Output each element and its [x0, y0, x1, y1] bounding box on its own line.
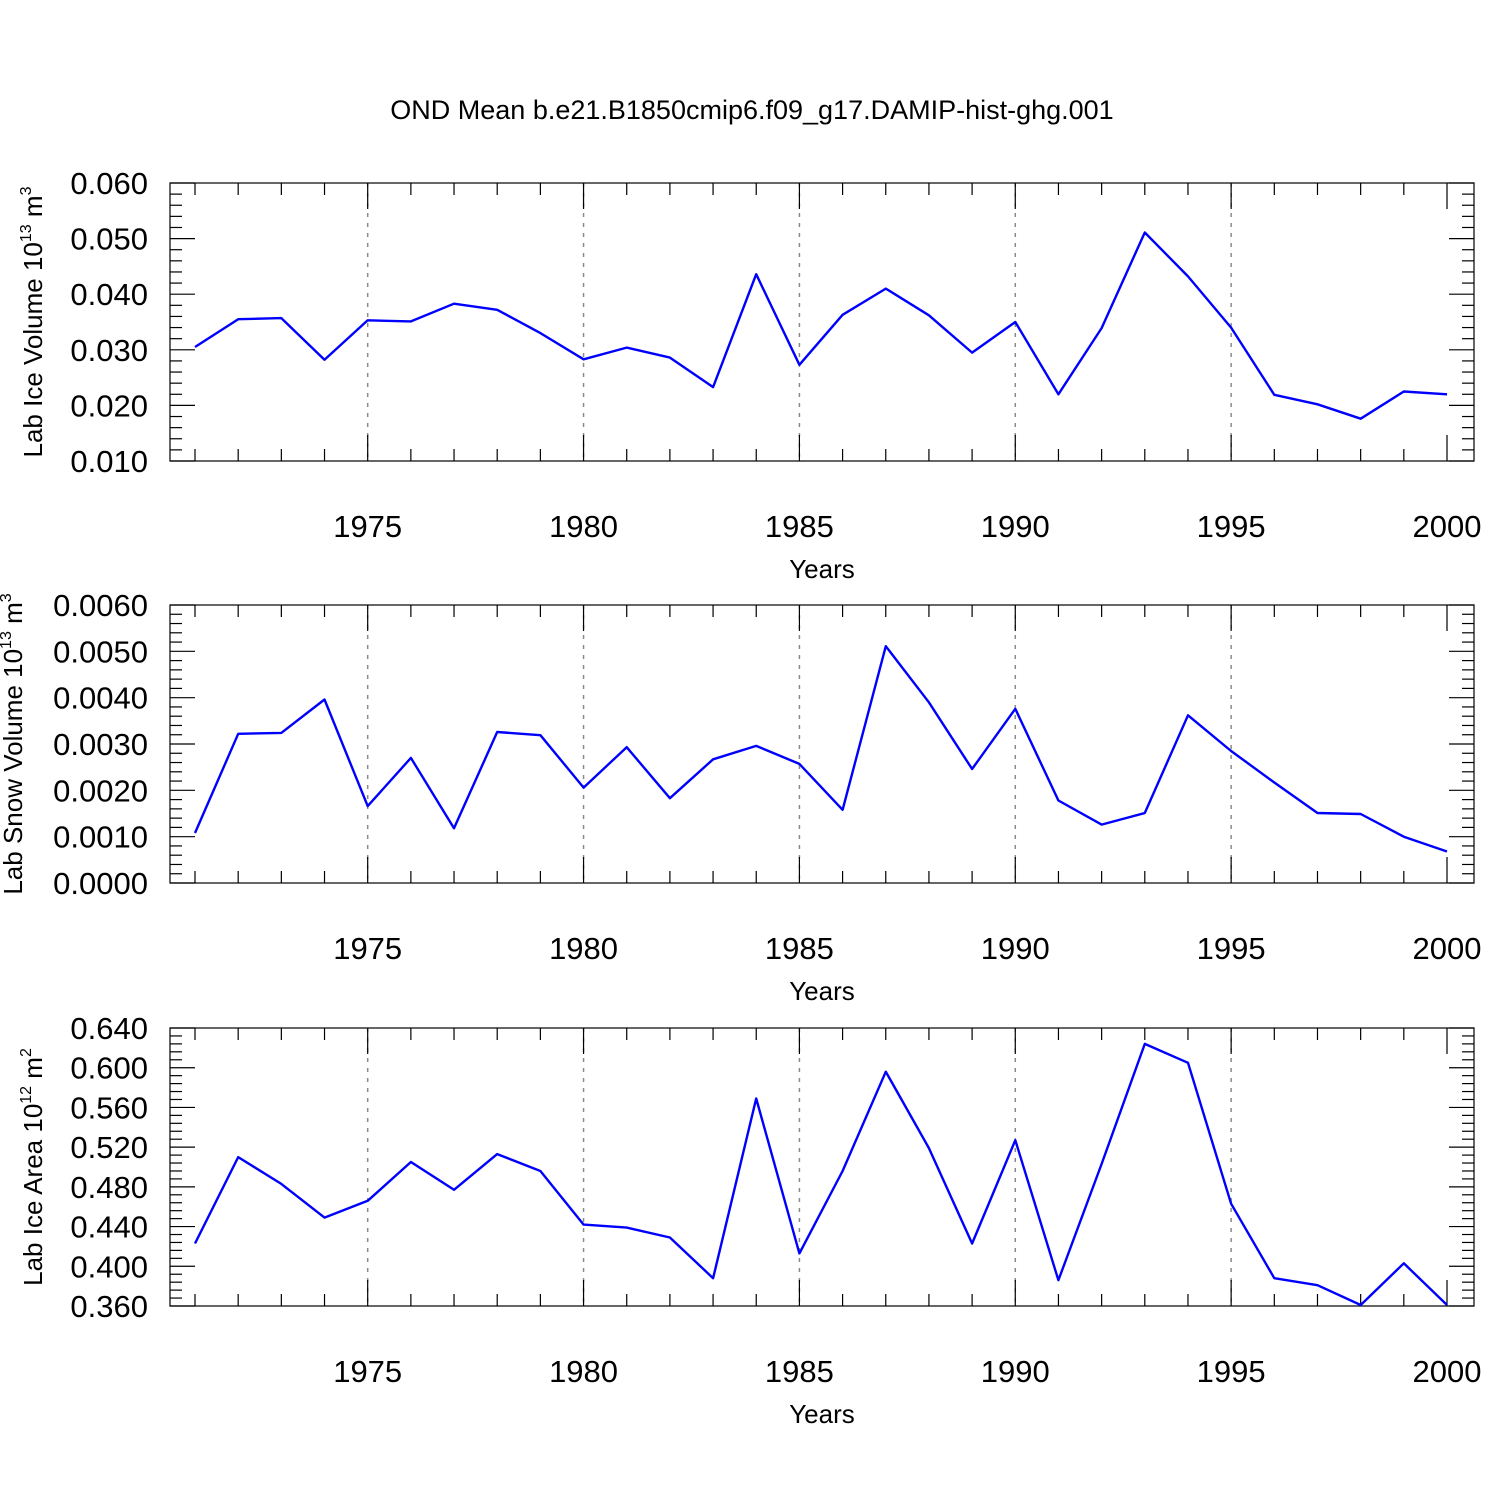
x-tick-label: 1990 — [981, 509, 1050, 544]
y-tick-label: 0.0000 — [53, 866, 148, 901]
x-axis-label: Years — [789, 554, 855, 584]
y-axis-label-unit-exp: 3 — [0, 593, 15, 602]
y-tick-label: 0.640 — [70, 1011, 148, 1046]
plot-frame — [169, 182, 1475, 462]
y-tick-label: 0.0040 — [53, 681, 148, 716]
x-tick-label: 1990 — [981, 1354, 1050, 1389]
panel-lab-ice-volume: 0.010 0.020 0.030 0.040 0.050 0.060 1975 1980 19… — [18, 166, 1481, 584]
chart-title: OND Mean b.e21.B1850cmip6.f09_g17.DAMIP-… — [390, 95, 1113, 125]
y-axis-label-unit: m — [18, 1057, 48, 1086]
x-tick-label: 2000 — [1413, 1354, 1482, 1389]
x-tick-label: 1980 — [549, 509, 618, 544]
x-tick-label: 1995 — [1197, 931, 1266, 966]
y-tick-label: 0.560 — [70, 1090, 148, 1125]
y-tick-label: 0.0020 — [53, 773, 148, 808]
x-tick-label: 1990 — [981, 931, 1050, 966]
x-tick-label: 1975 — [333, 1354, 402, 1389]
y-axis-label-unit-exp: 3 — [18, 186, 35, 195]
plot-frame — [169, 1027, 1475, 1307]
y-tick-label: 0.400 — [70, 1249, 148, 1284]
y-axis-label: Lab Ice Area 1012 m2 — [18, 1048, 48, 1286]
y-tick-label: 0.520 — [70, 1130, 148, 1165]
y-axis-label: Lab Snow Volume 1013 m3 — [0, 593, 28, 894]
y-axis-label-exp: 13 — [18, 224, 35, 242]
y-tick-label: 0.0030 — [53, 727, 148, 762]
x-tick-label: 1985 — [765, 509, 834, 544]
y-tick-label: 0.0060 — [53, 588, 148, 623]
x-tick-label: 1980 — [549, 931, 618, 966]
x-axis-label: Years — [789, 1399, 855, 1429]
y-tick-label: 0.020 — [70, 388, 148, 423]
y-axis-label-text: Lab Ice Volume 10 — [18, 242, 48, 457]
y-axis-label-exp: 12 — [18, 1086, 35, 1104]
y-tick-label: 0.030 — [70, 333, 148, 368]
x-tick-label: 1985 — [765, 931, 834, 966]
y-tick-label: 0.360 — [70, 1289, 148, 1324]
x-tick-label: 1995 — [1197, 1354, 1266, 1389]
series-line — [193, 645, 1448, 853]
y-tick-label: 0.060 — [70, 166, 148, 201]
y-tick-label: 0.440 — [70, 1210, 148, 1245]
x-axis-label: Years — [789, 976, 855, 1006]
x-tick-label: 1975 — [333, 509, 402, 544]
y-tick-label: 0.050 — [70, 222, 148, 257]
y-axis-label-exp: 13 — [0, 631, 15, 649]
x-tick-label: 2000 — [1413, 509, 1482, 544]
y-axis-label-unit-exp: 2 — [18, 1048, 35, 1057]
y-axis-label-unit: m — [18, 195, 48, 224]
y-tick-label: 0.040 — [70, 277, 148, 312]
y-tick-label: 0.0050 — [53, 634, 148, 669]
x-tick-label: 1995 — [1197, 509, 1266, 544]
y-tick-label: 0.010 — [70, 444, 148, 479]
x-tick-label: 1975 — [333, 931, 402, 966]
y-tick-label: 0.600 — [70, 1051, 148, 1086]
x-tick-label: 2000 — [1413, 931, 1482, 966]
x-tick-label: 1980 — [549, 1354, 618, 1389]
panel-lab-ice-area: 0.360 0.400 0.440 0.480 0.520 0.560 0.600 0.640… — [18, 1011, 1481, 1429]
y-axis-label-text: Lab Snow Volume 10 — [0, 649, 28, 895]
series-line — [194, 231, 1448, 420]
y-axis-label-unit: m — [0, 602, 28, 631]
series-line — [193, 1042, 1448, 1307]
x-tick-label: 1985 — [765, 1354, 834, 1389]
y-axis-label-text: Lab Ice Area 10 — [18, 1104, 48, 1286]
y-axis-label: Lab Ice Volume 1013 m3 — [18, 186, 48, 457]
panel-lab-snow-volume: 0.0000 0.0010 0.0020 0.0030 0.0040 0.0050 0.00… — [0, 588, 1481, 1006]
y-tick-label: 0.480 — [70, 1170, 148, 1205]
y-tick-label: 0.0010 — [53, 820, 148, 855]
